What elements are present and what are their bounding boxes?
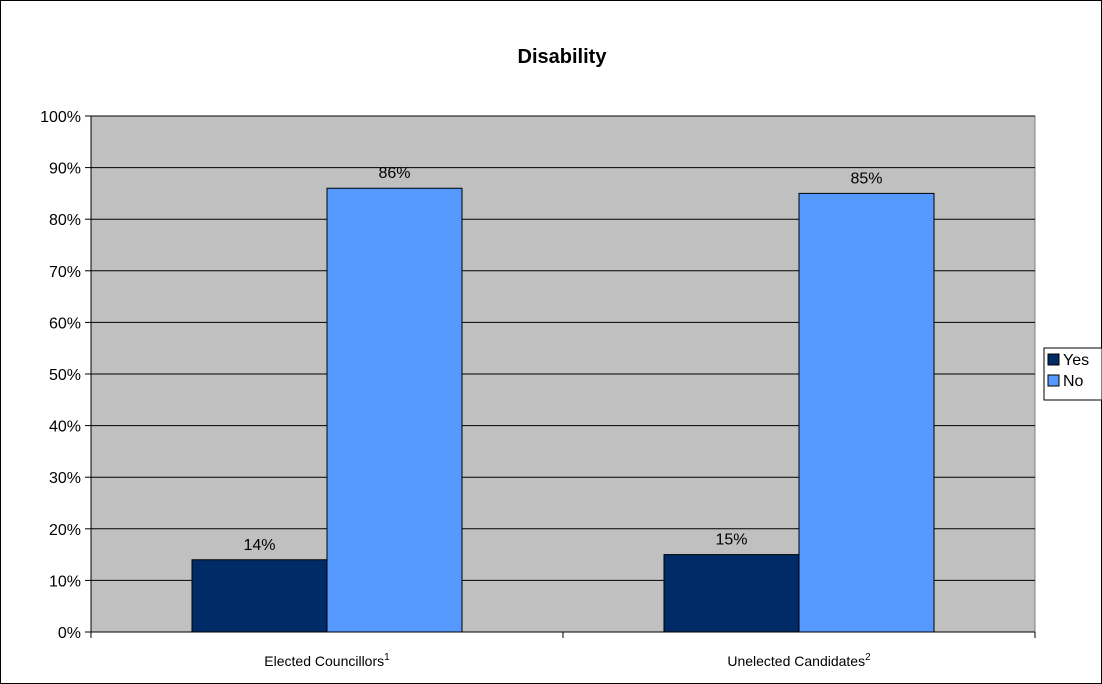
data-label: 86% [378, 165, 410, 182]
y-tick-label: 10% [49, 573, 81, 590]
legend: Yes No [1043, 347, 1102, 401]
x-category-footnote-mark: 1 [384, 652, 390, 663]
bar-no-1 [798, 192, 935, 633]
y-tick-label: 0% [58, 625, 81, 642]
data-label: 85% [850, 170, 882, 187]
y-tick-label: 60% [49, 315, 81, 332]
x-category-text: Unelected Candidates [727, 653, 865, 669]
y-tick-label: 100% [40, 109, 81, 126]
y-tick-label: 20% [49, 522, 81, 539]
bar-yes-1 [663, 554, 800, 633]
y-tick-label: 30% [49, 470, 81, 487]
bar-yes-0 [191, 559, 328, 633]
y-tick-label: 80% [49, 212, 81, 229]
data-label: 14% [243, 537, 275, 554]
chart-title: Disability [518, 46, 608, 68]
axes: 0% 10% 20% 30% 40% 50% 60% 70% 80% 90% 100% Elected… [40, 109, 1036, 669]
x-category-text: Elected Councillors [264, 653, 384, 669]
legend-label-no: No [1063, 373, 1084, 390]
y-tick-label: 70% [49, 264, 81, 281]
bar-no-0 [326, 187, 463, 633]
x-category-label: Unelected Candidates2 [727, 652, 871, 669]
bars [191, 187, 935, 633]
data-labels: 14% 86% 15% 85% [243, 165, 882, 554]
y-tick-label: 90% [49, 161, 81, 178]
y-tick-label: 50% [49, 367, 81, 384]
y-tick-label: 40% [49, 419, 81, 436]
legend-swatch-no [1047, 374, 1060, 387]
x-category-footnote-mark: 2 [865, 652, 871, 663]
legend-label-yes: Yes [1063, 352, 1089, 369]
legend-swatch-yes [1047, 353, 1060, 366]
x-category-label: Elected Councillors1 [264, 652, 390, 669]
data-label: 15% [715, 532, 747, 549]
